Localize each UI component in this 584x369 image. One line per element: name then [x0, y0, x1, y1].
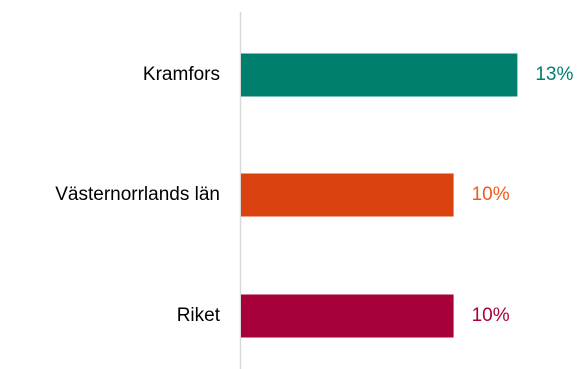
- value-label-0: 13%: [535, 64, 573, 85]
- bar-2: [241, 294, 454, 338]
- value-labels-group: 13% 10% 10%: [472, 64, 574, 326]
- bar-0: [241, 53, 518, 97]
- value-label-2: 10%: [472, 305, 510, 326]
- value-label-1: 10%: [472, 184, 510, 205]
- category-labels-group: Kramfors Västernorrlands län Riket: [55, 64, 220, 326]
- category-label-1: Västernorrlands län: [55, 184, 220, 205]
- bar-1: [241, 173, 454, 217]
- bars-group: [241, 53, 518, 338]
- category-label-2: Riket: [177, 305, 221, 326]
- category-label-0: Kramfors: [143, 64, 220, 85]
